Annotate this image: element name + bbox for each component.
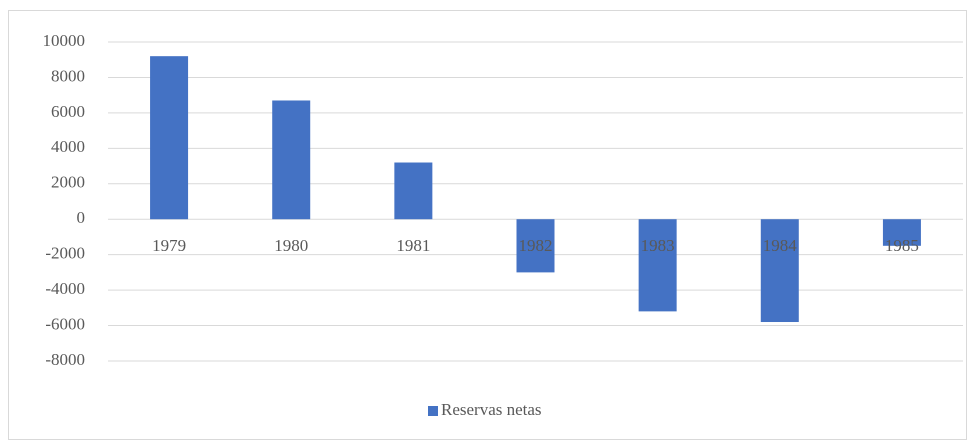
x-tick-label: 1984	[763, 236, 798, 255]
x-tick-label: 1982	[519, 236, 553, 255]
y-tick-label: 8000	[51, 66, 85, 85]
x-tick-label: 1980	[274, 236, 308, 255]
bar	[638, 219, 677, 312]
x-tick-label: 1985	[885, 236, 919, 255]
y-tick-label: 4000	[51, 137, 85, 156]
x-tick-label: 1983	[641, 236, 675, 255]
bar	[760, 219, 799, 323]
y-tick-label: -2000	[45, 244, 85, 263]
legend-swatch	[428, 406, 438, 416]
y-tick-label: 10000	[43, 31, 86, 50]
bar	[272, 100, 311, 220]
y-tick-label: 6000	[51, 102, 85, 121]
x-tick-label: 1981	[396, 236, 430, 255]
legend-label: Reservas netas	[441, 400, 542, 419]
bar	[516, 219, 555, 273]
y-tick-label: 2000	[51, 173, 85, 192]
bar	[882, 219, 921, 246]
y-tick-label: -8000	[45, 350, 85, 369]
y-tick-label: -6000	[45, 314, 85, 333]
y-tick-label: -4000	[45, 279, 85, 298]
bar	[150, 56, 189, 220]
y-tick-label: 0	[77, 208, 86, 227]
x-tick-label: 1979	[152, 236, 186, 255]
bar	[394, 162, 433, 220]
